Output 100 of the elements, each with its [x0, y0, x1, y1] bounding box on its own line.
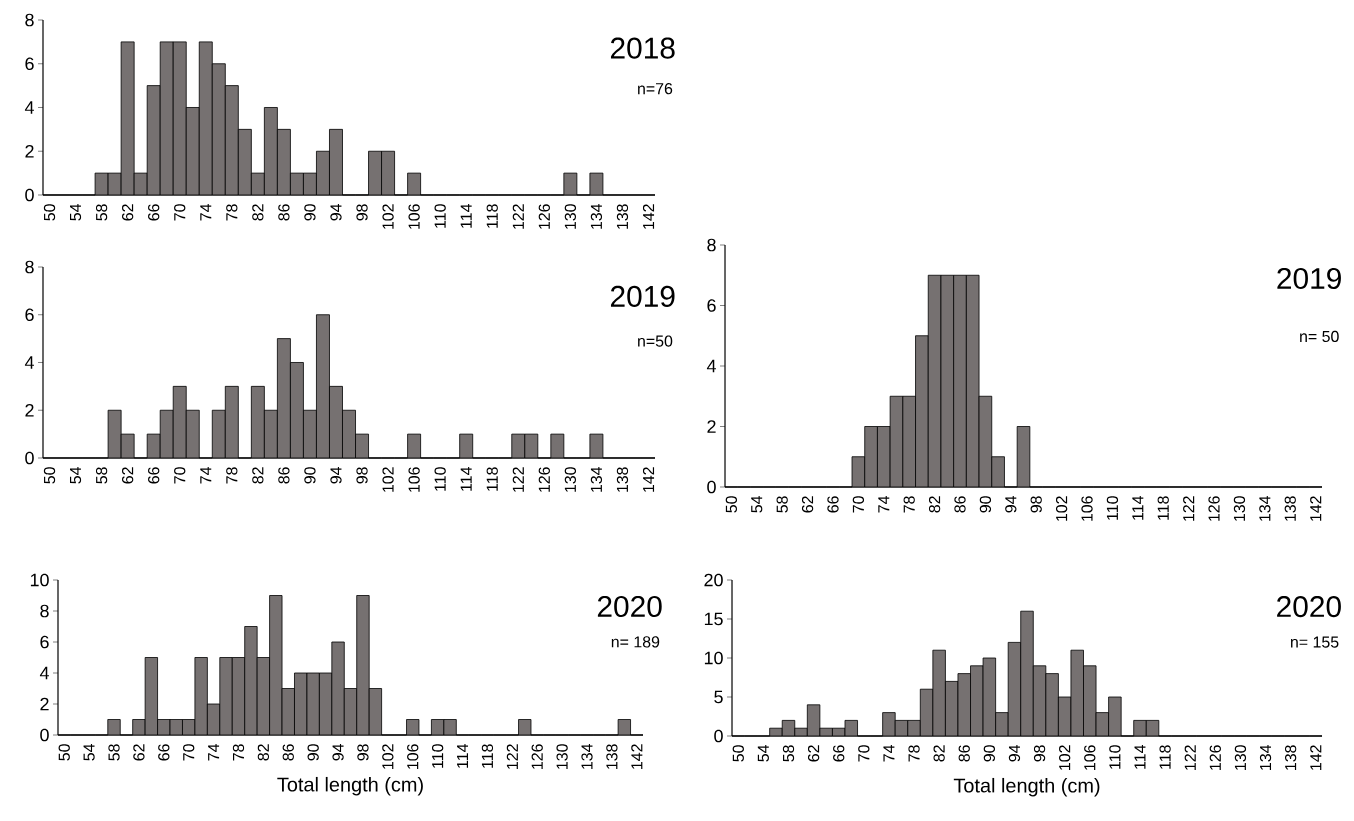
x-tick-label: 50	[58, 744, 70, 761]
x-tick-label: 66	[827, 496, 839, 513]
x-tick-label: 138	[606, 744, 618, 769]
text: n=50	[638, 335, 673, 347]
x-tick-label: 106	[1081, 496, 1093, 521]
text: n= 189	[611, 636, 660, 648]
y-tick-label: 20	[704, 573, 723, 587]
x-tick-label: 130	[1233, 496, 1246, 521]
y-tick-label: 0	[714, 729, 723, 743]
x-tick-label: 114	[1132, 495, 1144, 520]
x-tick-label: 78	[908, 745, 920, 762]
x-tick-label: 62	[133, 744, 145, 761]
y-tick-label: 8	[40, 604, 49, 618]
x-tick-label: 122	[512, 467, 524, 492]
x-tick-label: 54	[751, 495, 763, 513]
x-tick-label: 94	[332, 743, 344, 761]
y-tick-label: 6	[40, 635, 49, 649]
y-tick-label: 6	[25, 308, 34, 322]
y-tick-label: 4	[24, 356, 34, 369]
x-tick-label: 82	[252, 204, 264, 221]
x-tick-label: 142	[631, 744, 643, 769]
x-tick-label: 66	[148, 467, 160, 484]
x-tick-label: 142	[642, 467, 655, 492]
x-tick-label: 58	[782, 745, 795, 762]
x-tick-label: 98	[1033, 745, 1046, 762]
x-tick-label: 126	[1208, 496, 1220, 521]
text: n= 50	[1300, 330, 1339, 343]
x-tick-label: 98	[357, 744, 369, 761]
x-tick-label: 86	[954, 496, 966, 513]
x-tick-label: 54	[69, 466, 82, 484]
x-tick-label: 102	[1059, 745, 1071, 770]
x-tick-label: 134	[1259, 744, 1272, 770]
text: 2019	[1277, 267, 1341, 290]
x-tick-label: 82	[252, 467, 264, 484]
y-tick-label: 10	[30, 573, 49, 587]
x-tick-label: 110	[431, 744, 444, 768]
x-tick-label: 70	[174, 467, 186, 484]
x-tick-label: 86	[278, 204, 290, 221]
x-tick-label: 118	[1157, 496, 1169, 520]
x-tick-label: 106	[408, 467, 420, 492]
y-tick-label: 8	[25, 13, 34, 27]
y-tick-label: 0	[40, 728, 49, 742]
x-tick-label: 90	[304, 467, 316, 484]
x-tick-label: 106	[407, 744, 419, 769]
x-tick-label: 82	[257, 744, 270, 761]
x-tick-label: 94	[330, 203, 342, 221]
x-tick-label: 98	[356, 204, 368, 221]
x-tick-label: 54	[757, 744, 769, 762]
x-tick-label: 94	[1005, 495, 1017, 513]
y-tick-label: 10	[704, 651, 723, 665]
x-tick-label: 118	[1159, 745, 1171, 769]
x-tick-label: 106	[408, 204, 420, 229]
x-tick-label: 134	[590, 203, 603, 229]
x-tick-label: 114	[1134, 744, 1146, 769]
x-tick-label: 70	[858, 745, 870, 762]
x-tick-label: 138	[616, 204, 629, 229]
x-tick-label: 126	[538, 204, 550, 229]
x-tick-label: 50	[732, 745, 744, 762]
chart-title: 2020	[1277, 595, 1341, 618]
x-tick-label: 90	[307, 744, 319, 761]
x-tick-label: 66	[148, 204, 160, 221]
x-tick-label: 134	[590, 466, 603, 492]
x-tick-label: 110	[1109, 745, 1121, 769]
x-tick-label: 86	[958, 745, 970, 762]
x-tick-label: 74	[878, 495, 890, 513]
x-tick-label: 82	[933, 745, 945, 762]
x-tick-label: 142	[1310, 745, 1322, 770]
x-tick-label: 62	[122, 467, 134, 484]
x-tick-label: 50	[43, 467, 56, 484]
x-tick-label: 66	[833, 745, 845, 762]
y-tick-label: 0	[707, 480, 716, 494]
y-tick-label: 6	[707, 299, 716, 312]
x-tick-label: 70	[852, 496, 865, 513]
x-tick-label: 74	[208, 743, 220, 761]
x-tick-label: 114	[457, 743, 469, 768]
x-tick-label: 110	[1106, 496, 1119, 520]
x-tick-label: 122	[506, 744, 518, 769]
x-tick-label: 78	[232, 744, 245, 761]
text: n=76	[638, 83, 673, 95]
x-tick-label: 102	[382, 744, 394, 769]
x-tick-label: 118	[481, 744, 494, 768]
text: n= 155	[1291, 636, 1339, 648]
x-tick-label: 66	[158, 744, 170, 761]
x-tick-label: 82	[928, 496, 941, 513]
y-tick-label: 2	[40, 697, 49, 711]
x-tick-label: 74	[200, 466, 212, 484]
x-tick-label: 130	[564, 467, 577, 492]
y-tick-label: 8	[707, 238, 716, 252]
x-tick-label: 62	[807, 745, 820, 762]
x-tick-label: 106	[1084, 745, 1096, 770]
x-tick-label: 94	[330, 466, 342, 484]
x-tick-label: 54	[83, 743, 95, 761]
x-tick-label: 54	[69, 203, 82, 221]
y-tick-label: 6	[25, 57, 34, 71]
x-tick-label: 110	[434, 204, 446, 228]
x-tick-label: 90	[304, 204, 316, 221]
x-tick-label: 62	[122, 204, 134, 221]
y-tick-label: 15	[704, 612, 723, 626]
y-tick-label: 0	[25, 451, 34, 465]
x-tick-label: 62	[801, 496, 814, 513]
